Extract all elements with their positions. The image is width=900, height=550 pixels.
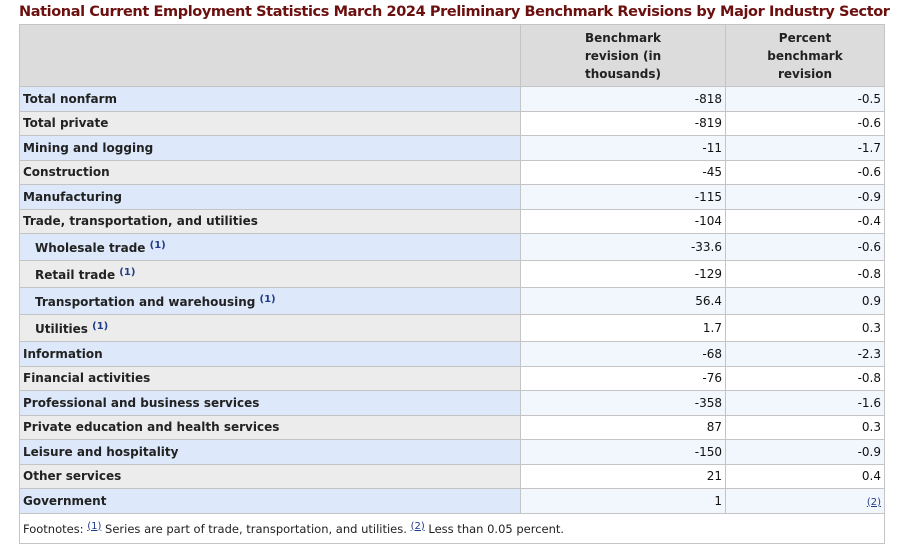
footnotes-row: Footnotes: (1) Series are part of trade,… [19, 512, 885, 544]
percent-revision: 0.3 [725, 414, 885, 440]
page-title: National Current Employment Statistics M… [19, 4, 890, 20]
footnote-ref[interactable]: (1) [92, 320, 109, 332]
industry-label: Utilities (1) [19, 314, 521, 342]
benchmark-revision: -819 [520, 110, 726, 136]
table-row: Information -68 -2.3 [19, 341, 885, 367]
percent-revision: -0.5 [725, 86, 885, 112]
table-row: Trade, transportation, and utilities -104… [19, 208, 885, 234]
industry-label: Retail trade (1) [19, 260, 521, 288]
table-row: Other services 21 0.4 [19, 463, 885, 489]
benchmark-revision: -33.6 [520, 233, 726, 261]
table-row: Government 1 (2) [19, 488, 885, 514]
benchmark-revision: -11 [520, 135, 726, 161]
benchmark-revision: -115 [520, 184, 726, 210]
benchmark-revision: 21 [520, 463, 726, 489]
table-row: Transportation and warehousing (1) 56.4 0.… [19, 287, 885, 315]
table-row: Total private -819 -0.6 [19, 110, 885, 136]
table-row: Construction -45 -0.6 [19, 159, 885, 185]
footnote-link-1[interactable]: (1) [87, 520, 102, 532]
percent-revision: 0.9 [725, 287, 885, 315]
benchmark-revision: -358 [520, 390, 726, 416]
footnote-ref[interactable]: (1) [119, 266, 136, 278]
footnote-ref[interactable]: (1) [149, 239, 166, 251]
benchmark-revision: -818 [520, 86, 726, 112]
table-row: Professional and business services -358 -1… [19, 390, 885, 416]
benchmark-revision: -76 [520, 365, 726, 391]
benchmark-revision: -150 [520, 439, 726, 465]
benchmark-revision: -45 [520, 159, 726, 185]
industry-label: Financial activities [19, 365, 521, 391]
industry-label: Government [19, 488, 521, 514]
industry-label: Wholesale trade (1) [19, 233, 521, 261]
percent-revision: -0.8 [725, 260, 885, 288]
industry-label: Total private [19, 110, 521, 136]
industry-label: Other services [19, 463, 521, 489]
table-row: Manufacturing -115 -0.9 [19, 184, 885, 210]
industry-label: Mining and logging [19, 135, 521, 161]
percent-revision: -1.7 [725, 135, 885, 161]
header-benchmark-revision: Benchmark revision (in thousands) [520, 24, 726, 87]
industry-label: Transportation and warehousing (1) [19, 287, 521, 315]
footnotes: Footnotes: (1) Series are part of trade,… [19, 512, 885, 544]
percent-revision: -0.6 [725, 110, 885, 136]
percent-revision: -0.4 [725, 208, 885, 234]
benchmark-revision: 1.7 [520, 314, 726, 342]
percent-revision: -0.9 [725, 439, 885, 465]
benchmark-revision: -104 [520, 208, 726, 234]
benchmark-revision: 56.4 [520, 287, 726, 315]
footnote-link-2[interactable]: (2) [866, 496, 881, 508]
table-row: Wholesale trade (1) -33.6 -0.6 [19, 233, 885, 261]
industry-label: Construction [19, 159, 521, 185]
percent-revision: -0.6 [725, 159, 885, 185]
industry-label: Trade, transportation, and utilities [19, 208, 521, 234]
industry-label: Leisure and hospitality [19, 439, 521, 465]
header-percent-revision: Percent benchmark revision [725, 24, 885, 87]
percent-revision: -0.8 [725, 365, 885, 391]
table-row: Mining and logging -11 -1.7 [19, 135, 885, 161]
industry-label: Private education and health services [19, 414, 521, 440]
table-row: Private education and health services 87 0… [19, 414, 885, 440]
percent-revision: -2.3 [725, 341, 885, 367]
footnote-ref[interactable]: (1) [259, 293, 276, 305]
industry-label: Manufacturing [19, 184, 521, 210]
table-row: Retail trade (1) -129 -0.8 [19, 260, 885, 288]
percent-revision: 0.3 [725, 314, 885, 342]
table-row: Leisure and hospitality -150 -0.9 [19, 439, 885, 465]
benchmark-revision: -68 [520, 341, 726, 367]
table-row: Utilities (1) 1.7 0.3 [19, 314, 885, 342]
table-row: Financial activities -76 -0.8 [19, 365, 885, 391]
industry-label: Professional and business services [19, 390, 521, 416]
industry-label: Information [19, 341, 521, 367]
percent-revision: -0.6 [725, 233, 885, 261]
table-row: Total nonfarm -818 -0.5 [19, 86, 885, 112]
header-industry [19, 24, 521, 87]
benchmark-revision: 1 [520, 488, 726, 514]
header-row: Benchmark revision (in thousands) Percen… [19, 24, 885, 87]
industry-label: Total nonfarm [19, 86, 521, 112]
percent-revision: 0.4 [725, 463, 885, 489]
benchmark-revisions-table: Benchmark revision (in thousands) Percen… [19, 24, 885, 544]
percent-revision: (2) [725, 488, 885, 514]
percent-revision: -0.9 [725, 184, 885, 210]
percent-revision: -1.6 [725, 390, 885, 416]
footnote-link-2[interactable]: (2) [410, 520, 425, 532]
benchmark-revision: 87 [520, 414, 726, 440]
benchmark-revision: -129 [520, 260, 726, 288]
